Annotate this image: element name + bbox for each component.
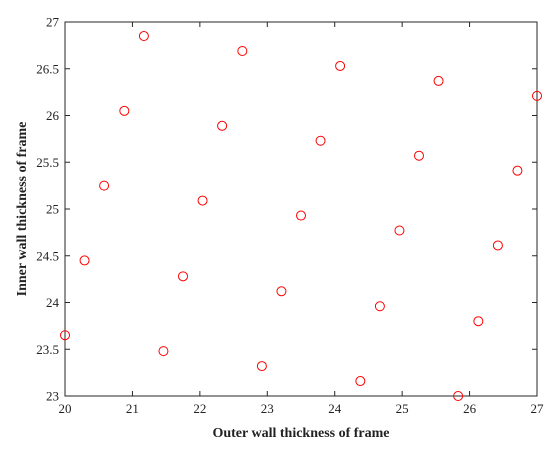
- data-point: [394, 225, 405, 236]
- x-tick-label: 23: [261, 401, 274, 416]
- data-point: [453, 391, 464, 401]
- data-point: [237, 45, 248, 56]
- y-tick-label: 25: [46, 202, 59, 217]
- y-tick-label: 23.5: [36, 342, 59, 357]
- data-point: [178, 271, 188, 282]
- plot-area: [64, 21, 538, 397]
- y-tick-label: 27: [46, 15, 60, 30]
- data-point: [276, 286, 287, 297]
- x-tick-label: 26: [463, 401, 477, 416]
- x-tick-label: 27: [531, 401, 545, 416]
- data-point: [296, 210, 306, 221]
- data-point: [99, 180, 110, 191]
- y-tick-label: 25.5: [36, 155, 59, 170]
- x-tick-label: 22: [193, 401, 206, 416]
- data-point: [79, 255, 90, 266]
- data-point: [138, 31, 149, 42]
- x-tick-label: 20: [59, 401, 72, 416]
- y-tick-label: 26.5: [36, 61, 59, 76]
- x-tick-label: 21: [126, 401, 139, 416]
- data-point: [217, 120, 228, 131]
- y-tick-labels: 23 23.5 24 24.5 25 25.5 26 26.5 27: [36, 15, 59, 404]
- y-axis-label: Inner wall thickness of frame: [15, 122, 30, 297]
- data-point: [473, 316, 484, 327]
- x-tick-labels: 20 21 22 23 24 25 26 27: [59, 401, 545, 416]
- data-point: [414, 150, 424, 161]
- x-tick-label: 25: [396, 401, 409, 416]
- data-points: [60, 31, 542, 401]
- y-tick-label: 24.5: [36, 248, 59, 263]
- data-point: [119, 105, 130, 116]
- x-axis-label: Outer wall thickness of frame: [212, 426, 389, 441]
- axis-ticks: [64, 21, 538, 397]
- data-point: [197, 195, 208, 206]
- data-point: [433, 75, 444, 86]
- y-tick-label: 23: [46, 389, 59, 404]
- data-point: [158, 346, 169, 357]
- data-point: [315, 135, 326, 146]
- data-point: [256, 361, 267, 372]
- data-point: [492, 240, 503, 251]
- data-point: [532, 90, 542, 101]
- y-tick-label: 26: [46, 108, 60, 123]
- data-point: [512, 165, 523, 176]
- data-point: [374, 301, 385, 312]
- data-point: [335, 60, 346, 71]
- data-point: [355, 376, 366, 387]
- x-tick-label: 24: [328, 401, 342, 416]
- data-point: [60, 330, 70, 341]
- y-tick-label: 24: [46, 295, 60, 310]
